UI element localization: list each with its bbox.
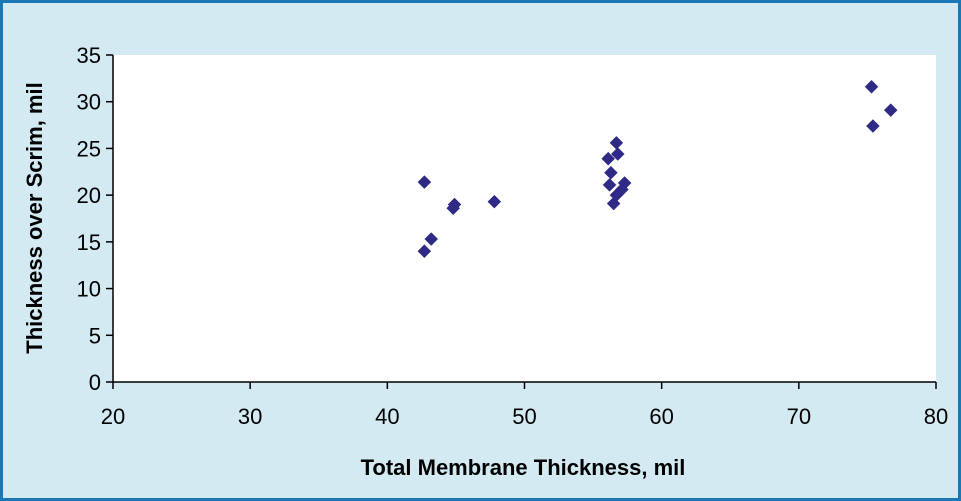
y-tick-label: 20 (77, 183, 101, 208)
y-tick-label: 35 (77, 43, 101, 68)
y-tick-label: 30 (77, 90, 101, 115)
data-point (604, 165, 618, 180)
data-point (487, 194, 502, 209)
x-axis-title: Total Membrane Thickness, mil (361, 455, 686, 480)
axes (106, 54, 937, 389)
data-point (602, 178, 617, 192)
data-point (601, 151, 616, 166)
plot-area (113, 55, 936, 382)
data-points (417, 79, 898, 259)
x-tick-label: 20 (101, 404, 125, 429)
x-tick-label: 60 (649, 404, 673, 429)
y-tick-label: 15 (77, 230, 101, 255)
y-tick-label: 25 (77, 136, 101, 161)
y-tick-label: 0 (89, 370, 101, 395)
data-point (424, 232, 439, 246)
data-point (447, 197, 462, 212)
y-axis-title: Thickness over Scrim, mil (22, 82, 47, 353)
data-point (417, 244, 432, 259)
data-point (864, 79, 879, 94)
y-tick-label: 5 (89, 323, 101, 348)
y-tick-label: 10 (77, 277, 101, 302)
data-point (417, 175, 432, 189)
data-point (617, 176, 632, 190)
x-tick-label: 80 (924, 404, 948, 429)
x-tick-label: 70 (787, 404, 811, 429)
data-point (610, 147, 625, 161)
x-tick-label: 30 (238, 404, 262, 429)
data-point (883, 103, 898, 117)
data-point (606, 196, 621, 211)
data-point (866, 119, 880, 133)
x-tick-label: 40 (375, 404, 399, 429)
x-tick-label: 50 (512, 404, 536, 429)
tick-labels: 0 5 10 15 20 25 30 35 20 30 40 50 60 70 80 (77, 43, 949, 429)
